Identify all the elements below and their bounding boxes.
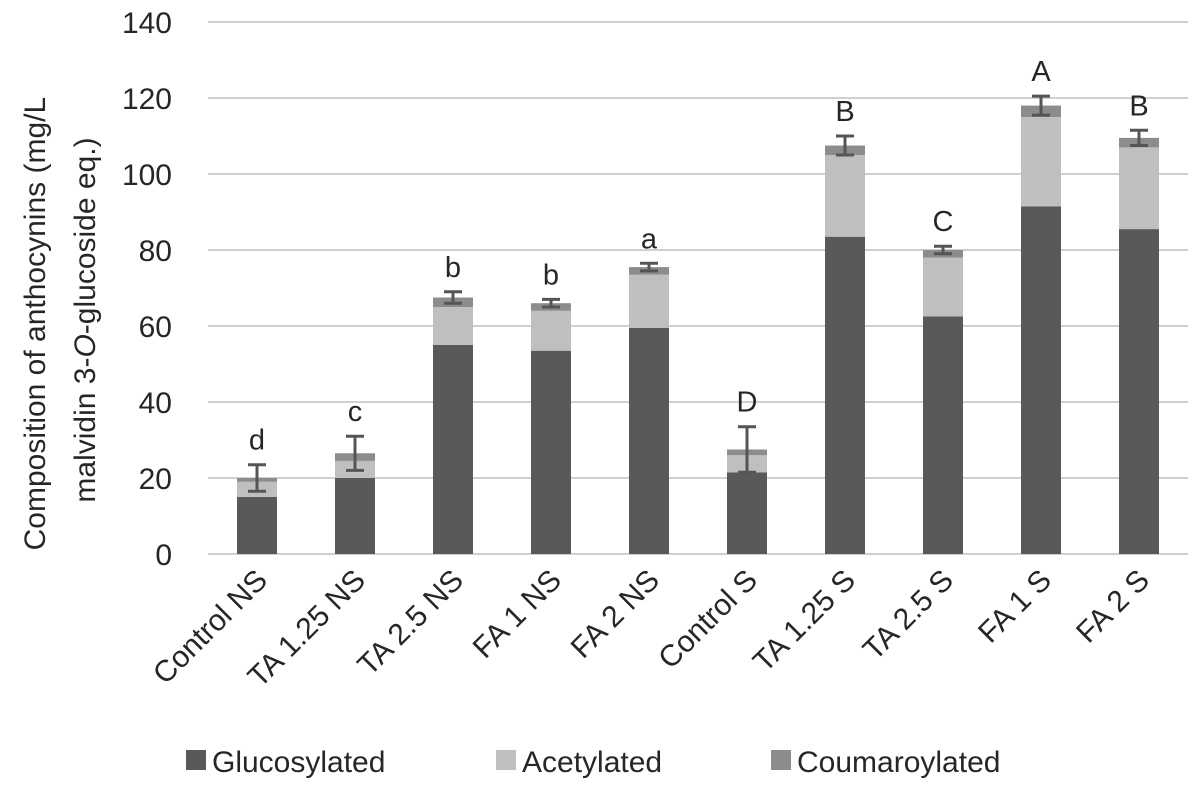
error-bar <box>346 434 364 472</box>
error-bar <box>640 261 658 273</box>
bar-segment-glucosylated <box>629 327 669 554</box>
y-tick-label: 140 <box>122 7 172 40</box>
significance-letter: a <box>641 223 658 255</box>
x-category-label: TA 2.5 S <box>857 564 960 667</box>
y-tick-label: 120 <box>122 83 172 116</box>
error-bar <box>934 244 952 256</box>
significance-letter: c <box>348 396 363 428</box>
bar-segment-acetylated <box>1021 117 1061 207</box>
x-category-label: FA 1 NS <box>467 564 568 665</box>
y-axis-tick-labels: 0 20 40 60 80 100 120 140 <box>122 7 172 572</box>
error-bar <box>1130 128 1148 147</box>
y-axis-label-line-1: Composition of anthocynins (mg/L <box>19 98 52 551</box>
bar-segment-glucosylated <box>727 472 767 554</box>
bar-segment-acetylated <box>629 274 669 328</box>
x-category-label: Control S <box>652 564 764 676</box>
bar-segment-glucosylated <box>335 478 375 554</box>
bar-segment-acetylated <box>1119 147 1159 230</box>
significance-letter: b <box>445 252 461 284</box>
significance-letter: b <box>543 259 559 291</box>
legend-swatch <box>771 750 791 770</box>
y-axis-label-line-2: malvidin 3-O-glucoside eq.) <box>69 137 102 502</box>
bar-segment-acetylated <box>531 310 571 351</box>
error-bar <box>1032 94 1050 117</box>
y-axis-label: Composition of anthocynins (mg/L malvidi… <box>19 90 102 551</box>
bar-segment-acetylated <box>825 155 865 237</box>
bars <box>237 105 1159 555</box>
x-category-label: TA 2.5 NS <box>351 564 469 682</box>
error-bar <box>836 134 854 157</box>
bar-segment-acetylated <box>433 307 473 345</box>
x-category-label: FA 1 S <box>972 564 1058 650</box>
significance-letter: D <box>737 387 758 419</box>
error-bar <box>248 463 266 493</box>
legend-item-glucosylated: Glucosylated <box>186 746 385 779</box>
legend-label: Acetylated <box>522 746 662 779</box>
significance-letter: d <box>249 425 265 457</box>
error-bars <box>248 94 1148 493</box>
bar-segment-glucosylated <box>825 236 865 554</box>
legend-item-acetylated: Acetylated <box>496 746 662 779</box>
bar-segment-glucosylated <box>531 350 571 554</box>
y-tick-label: 60 <box>139 311 172 344</box>
bar-segment-glucosylated <box>1119 229 1159 554</box>
bar-segment-acetylated <box>923 257 963 317</box>
bar-segment-glucosylated <box>1021 206 1061 555</box>
legend-item-coumaroylated: Coumaroylated <box>771 746 1000 779</box>
x-category-label: TA 1.25 S <box>747 564 862 679</box>
y-tick-label: 40 <box>139 387 172 420</box>
y-tick-label: 20 <box>139 463 172 496</box>
legend-label: Coumaroylated <box>797 746 1000 779</box>
bar-segment-glucosylated <box>433 345 473 554</box>
legend-label: Glucosylated <box>212 746 385 779</box>
x-category-label: FA 2 S <box>1070 564 1156 650</box>
significance-letter: B <box>1129 90 1148 122</box>
y-tick-label: 0 <box>155 539 172 572</box>
y-tick-label: 100 <box>122 159 172 192</box>
significance-letter: A <box>1031 56 1051 88</box>
significance-letter: B <box>835 96 854 128</box>
legend-swatch <box>496 750 516 770</box>
error-bar <box>444 290 462 305</box>
x-category-label: FA 2 NS <box>565 564 666 665</box>
legend: Glucosylated Acetylated Coumaroylated <box>186 746 1000 779</box>
y-tick-label: 80 <box>139 235 172 268</box>
error-bar <box>542 297 560 309</box>
bar-segment-glucosylated <box>237 497 277 554</box>
significance-letters: d c b b a D B C A B <box>249 56 1149 457</box>
bar-segment-glucosylated <box>923 316 963 554</box>
error-bar <box>738 425 756 474</box>
legend-swatch <box>186 750 206 770</box>
significance-letter: C <box>933 206 954 238</box>
